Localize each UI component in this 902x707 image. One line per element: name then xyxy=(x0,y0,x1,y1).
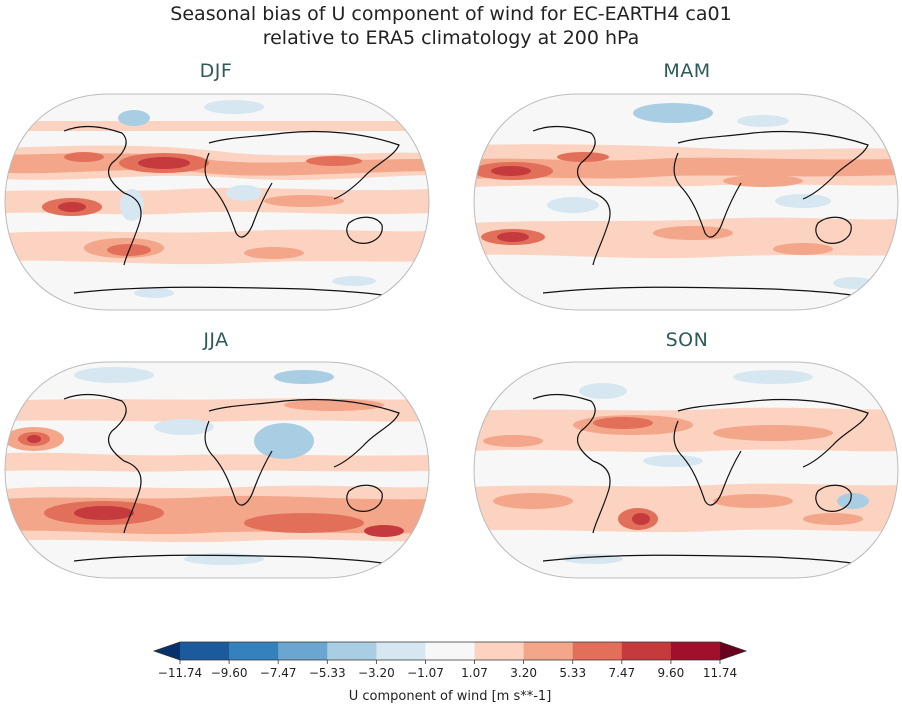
colorbar-segment xyxy=(180,642,230,660)
colorbar: −11.74 −9.60 −7.47 −5.33 −3.20 −1.07 1.07 3.20 5… xyxy=(152,641,748,680)
bias-field-jja xyxy=(5,362,429,578)
colorbar-tick-label: −1.07 xyxy=(407,666,444,680)
map-panel-mam xyxy=(473,93,899,311)
bias-field-mam xyxy=(474,94,898,310)
colorbar-over-extension xyxy=(720,642,746,660)
panel-title-djf: DJF xyxy=(199,60,233,82)
colorbar-segment xyxy=(523,642,574,660)
bias-field-djf xyxy=(5,94,429,310)
colorbar-under-extension xyxy=(154,642,180,660)
figure-title: Seasonal bias of U component of wind for… xyxy=(0,2,902,50)
colorbar-tick-label: 9.60 xyxy=(658,666,685,680)
map-panel-jja xyxy=(4,361,430,579)
colorbar-segment xyxy=(572,642,623,660)
colorbar-segment xyxy=(474,642,525,660)
colorbar-tick-label: 5.33 xyxy=(559,666,586,680)
colorbar-segment xyxy=(376,642,426,660)
map-panel-son xyxy=(473,361,899,579)
colorbar-segment xyxy=(278,642,328,660)
colorbar-label: U component of wind [m s**-1] xyxy=(348,689,552,704)
panel-title-mam: MAM xyxy=(663,60,711,82)
colorbar-segment xyxy=(229,642,279,660)
map-panel-djf xyxy=(4,93,430,311)
panel-title-son: SON xyxy=(665,329,709,351)
colorbar-tick-label: 7.47 xyxy=(608,666,635,680)
colorbar-tick-label: −3.20 xyxy=(358,666,395,680)
bias-field-son xyxy=(474,362,898,578)
panel-title-jja: JJA xyxy=(203,329,229,351)
colorbar-tick-label: −11.74 xyxy=(158,666,202,680)
colorbar-segment xyxy=(621,642,672,660)
figure-title-line1: Seasonal bias of U component of wind for… xyxy=(170,3,732,25)
colorbar-segments xyxy=(152,641,748,661)
colorbar-segment xyxy=(327,642,377,660)
colorbar-segment xyxy=(425,642,476,660)
colorbar-tick-label: 3.20 xyxy=(510,666,537,680)
colorbar-tick-label: −9.60 xyxy=(211,666,248,680)
colorbar-tick-label: 1.07 xyxy=(461,666,488,680)
colorbar-segment xyxy=(670,642,721,660)
colorbar-tick-label: −5.33 xyxy=(309,666,346,680)
colorbar-tick-label: 11.74 xyxy=(703,666,737,680)
figure-title-line2: relative to ERA5 climatology at 200 hPa xyxy=(262,27,640,49)
colorbar-tick-labels: −11.74 −9.60 −7.47 −5.33 −3.20 −1.07 1.07 3.20 5… xyxy=(158,660,737,680)
colorbar-tick-label: −7.47 xyxy=(260,666,297,680)
